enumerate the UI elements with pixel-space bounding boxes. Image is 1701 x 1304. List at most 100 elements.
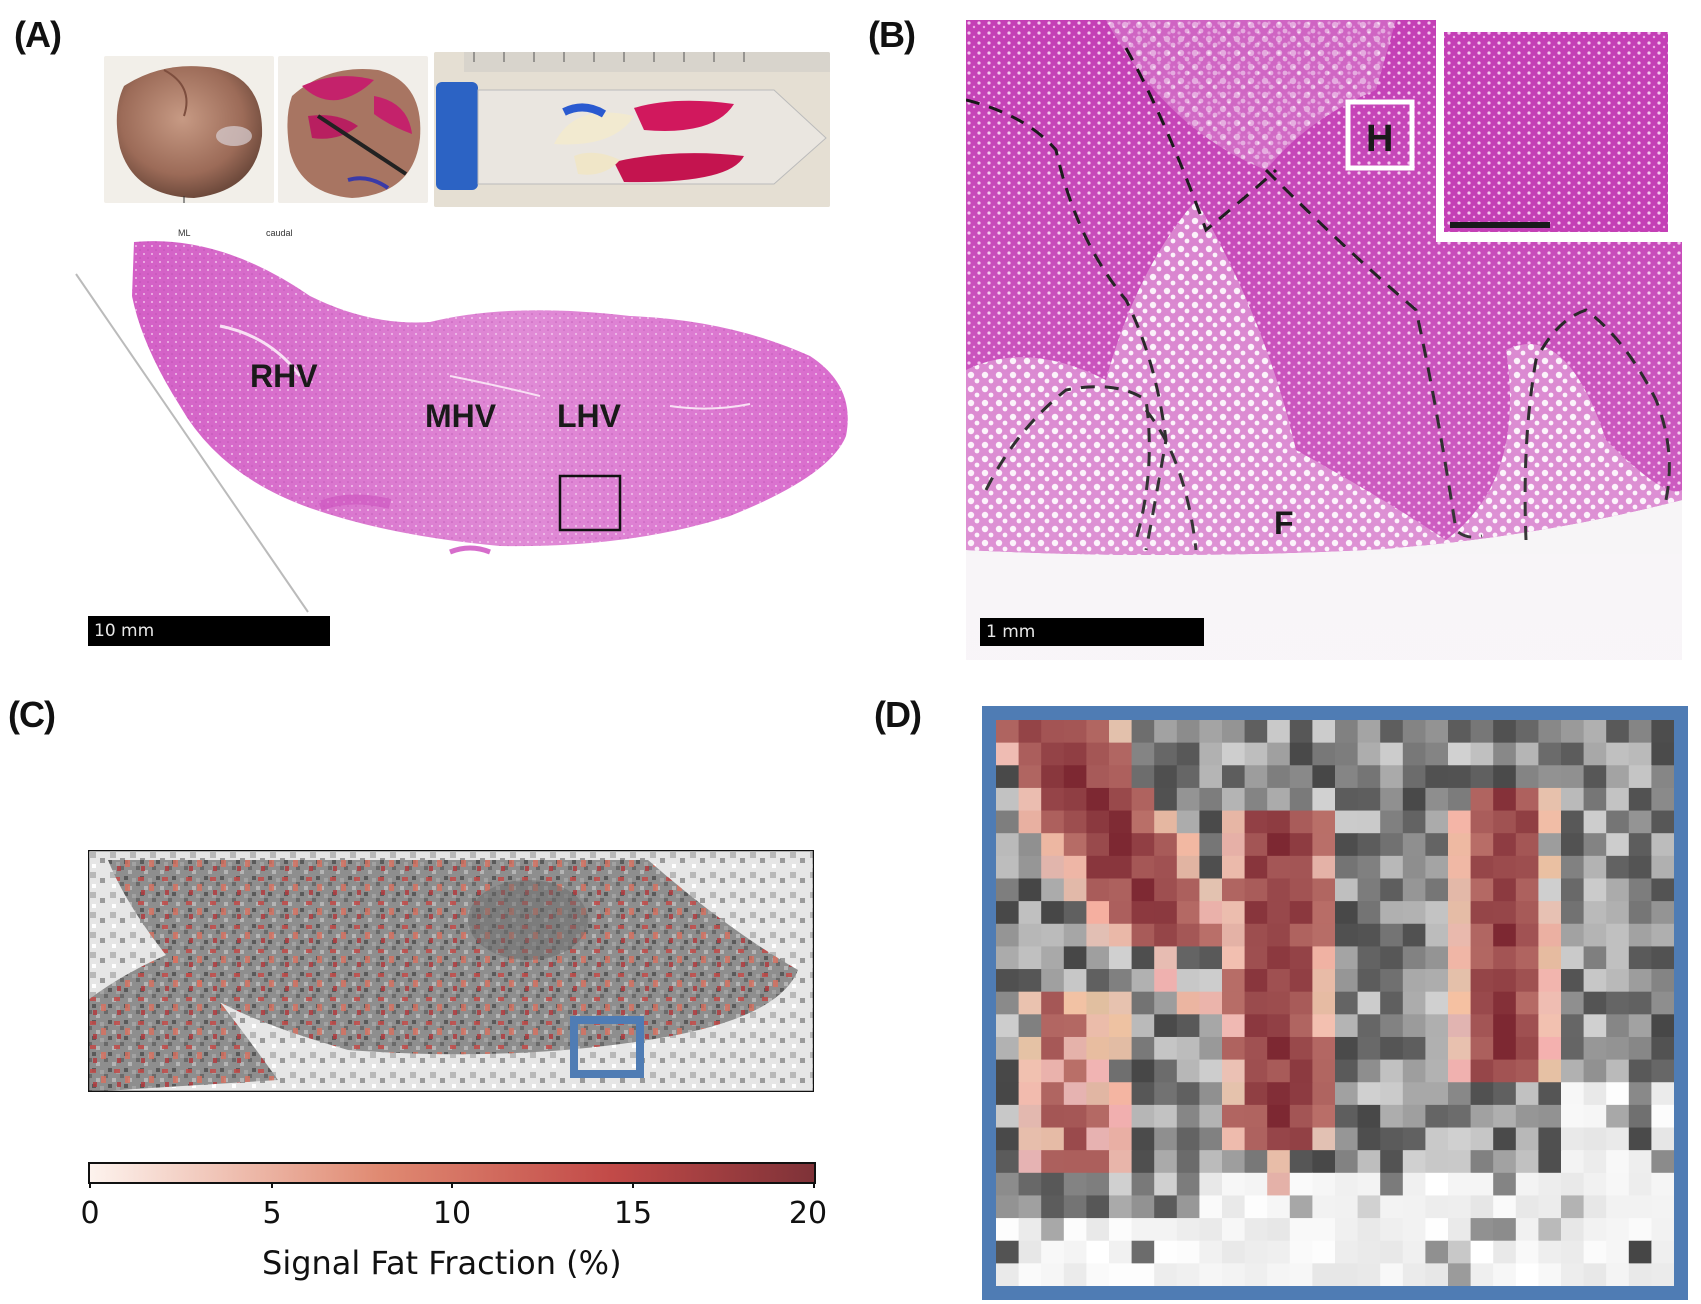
panel-d-pixel (1651, 1127, 1674, 1151)
panel-d-pixel (1470, 969, 1494, 993)
panel-d-pixel (1651, 855, 1674, 880)
panel-d-pixel (1154, 878, 1178, 902)
panel-d-pixel (1583, 1172, 1607, 1197)
panel-d-pixel (1312, 1014, 1336, 1038)
panel-d-pixel (1628, 969, 1652, 993)
panel-d-pixel (1335, 765, 1359, 789)
panel-d-pixel (1312, 1082, 1336, 1106)
panel-d-pixel (1086, 1195, 1110, 1219)
panel-d-pixel (1583, 1218, 1607, 1242)
panel-d-pixel (1402, 1082, 1426, 1106)
panel-d-pixel (1493, 765, 1517, 789)
panel-d-pixel (1561, 901, 1585, 925)
photo-caption-caudal: caudal (266, 228, 293, 238)
panel-d-pixel (996, 1263, 1020, 1286)
panel-d-pixel (1357, 1240, 1381, 1264)
panel-d-pixel (1176, 855, 1200, 880)
panel-d-pixel (1041, 787, 1065, 812)
panel-d-pixel (1063, 1014, 1087, 1038)
panel-d-pixel (1041, 1195, 1065, 1219)
panel-d-pixel (1651, 1195, 1674, 1219)
panel-d-pixel (1628, 1240, 1652, 1264)
panel-d-pixel (1199, 1172, 1223, 1197)
panel-d-pixel (996, 1036, 1020, 1061)
panel-d-pixel (1131, 878, 1155, 902)
panel-d-pixel (996, 946, 1020, 970)
panel-d-pixel (1109, 1127, 1133, 1151)
panel-d-pixel (1222, 787, 1246, 812)
panel-d-pixel (1312, 1195, 1336, 1219)
panel-d-pixel (1628, 765, 1652, 789)
panel-d-pixel (1109, 1240, 1133, 1264)
panel-d-pixel (1063, 1218, 1087, 1242)
panel-d-pixel (1538, 810, 1562, 834)
panel-d-pixel (1651, 1240, 1674, 1264)
panel-d-pixel (1561, 969, 1585, 993)
panel-d-pixel (1086, 742, 1110, 766)
panel-d-pixel (1493, 742, 1517, 766)
panel-d-pixel (1109, 1036, 1133, 1061)
panel-c-label: (C) (8, 694, 56, 735)
panel-d-pixel (1470, 1195, 1494, 1219)
panel-d-pixel (1538, 969, 1562, 993)
panel-d-pixel (1131, 810, 1155, 834)
panel-d-pixel (1176, 991, 1200, 1015)
panel-d-pixel (1154, 1082, 1178, 1106)
panel-d-pixel (1289, 833, 1313, 857)
panel-d-pixel (1561, 1036, 1585, 1061)
panel-d-pixel (1470, 833, 1494, 857)
panel-d-pixel (1628, 742, 1652, 766)
panel-d-pixel (1041, 765, 1065, 789)
region-label-h: H (1366, 118, 1394, 160)
panel-d-pixel (1651, 1150, 1674, 1174)
panel-d-pixel (1041, 720, 1065, 744)
panel-d-pixel (1628, 991, 1652, 1015)
panel-d-pixel (1651, 765, 1674, 789)
panel-d-pixel (1131, 1195, 1155, 1219)
panel-d-pixel (1628, 1082, 1652, 1106)
panel-d-pixel (1538, 1059, 1562, 1083)
panel-d-pixel (1628, 901, 1652, 925)
panel-d-pixel (1109, 1082, 1133, 1106)
panel-d-pixel (1402, 1218, 1426, 1242)
panel-d-pixel (1018, 1104, 1042, 1129)
panel-d-pixel (1267, 1127, 1291, 1151)
panel-d-pixel (1154, 742, 1178, 766)
panel-d-pixel (1131, 1059, 1155, 1083)
panel-d-pixel (996, 787, 1020, 812)
panel-d-pixel (1086, 810, 1110, 834)
panel-d-pixel (1425, 1082, 1449, 1106)
panel-a-inset-box (558, 474, 622, 532)
panel-d-pixel (1448, 742, 1472, 766)
panel-d-pixel (1380, 1014, 1404, 1038)
panel-d-pixel (1244, 810, 1268, 834)
panel-d-pixel (996, 1195, 1020, 1219)
panel-d-pixel (1538, 1172, 1562, 1197)
panel-d-pixel (1199, 1127, 1223, 1151)
panel-d-pixel (1583, 1014, 1607, 1038)
panel-d-pixel (1109, 742, 1133, 766)
panel-d-pixel (1628, 946, 1652, 970)
panel-d-pixel (1515, 833, 1539, 857)
panel-d-pixel (1651, 946, 1674, 970)
panel-d-pixel (1176, 1104, 1200, 1129)
region-label-lhv: LHV (557, 398, 621, 434)
panel-d-pixel (1289, 1059, 1313, 1083)
panel-d-pixel (1222, 991, 1246, 1015)
liver-whole-image (116, 66, 263, 203)
panel-d-pixel (1176, 1195, 1200, 1219)
panel-d-pixel (1380, 1036, 1404, 1061)
panel-d-pixel (1154, 1036, 1178, 1061)
panel-d-pixel (1515, 1172, 1539, 1197)
panel-d-pixel (1267, 1218, 1291, 1242)
panel-d-pixel (1628, 1104, 1652, 1129)
panel-d-pixel (1583, 720, 1607, 744)
panel-d-pixel (1154, 1240, 1178, 1264)
panel-d-pixel (1335, 787, 1359, 812)
panel-d-pixel (1063, 1240, 1087, 1264)
panel-d-pixel (1041, 742, 1065, 766)
panel-c-roi-box (570, 1016, 644, 1078)
panel-d-pixel (1086, 991, 1110, 1015)
panel-d-pixel (1244, 1263, 1268, 1286)
panel-d-pixel (1312, 1059, 1336, 1083)
